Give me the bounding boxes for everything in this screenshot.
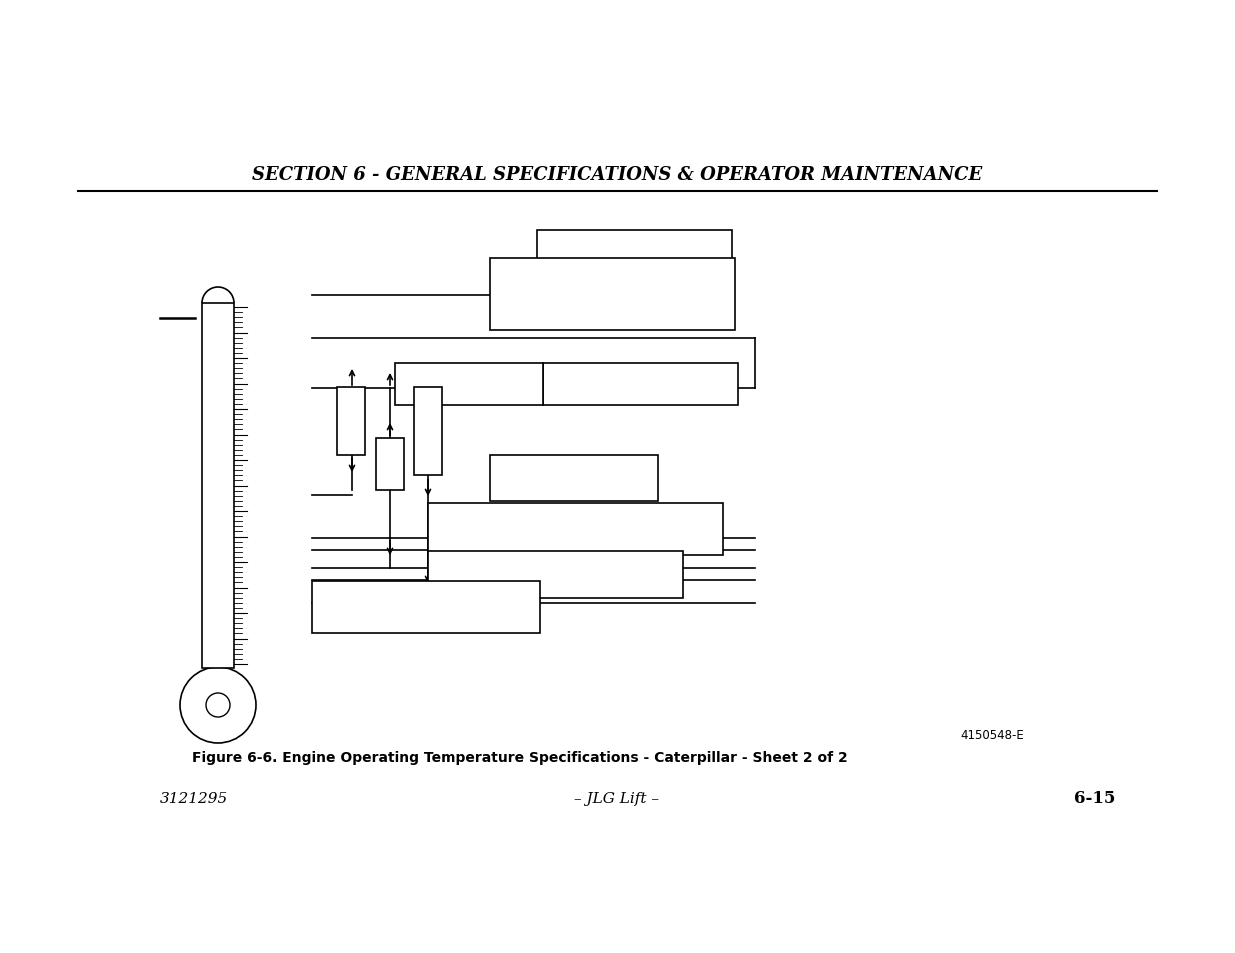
Text: 6-15: 6-15	[1073, 790, 1115, 806]
Bar	[337, 388, 366, 456]
Bar	[414, 388, 442, 476]
Text: 3121295: 3121295	[161, 791, 228, 805]
Bar	[429, 503, 722, 556]
Bar	[537, 231, 732, 283]
Bar	[490, 258, 735, 331]
Bar	[203, 304, 233, 668]
Circle shape	[180, 667, 256, 743]
Bar	[395, 364, 543, 406]
Bar	[543, 364, 739, 406]
Bar	[490, 456, 658, 501]
Text: SECTION 6 - GENERAL SPECIFICATIONS & OPERATOR MAINTENANCE: SECTION 6 - GENERAL SPECIFICATIONS & OPE…	[252, 166, 982, 184]
Text: 4150548-E: 4150548-E	[960, 729, 1024, 741]
Text: Figure 6-6. Engine Operating Temperature Specifications - Caterpillar - Sheet 2 : Figure 6-6. Engine Operating Temperature…	[193, 750, 848, 764]
Bar	[312, 581, 540, 634]
Bar	[429, 552, 683, 598]
Text: – JLG Lift –: – JLG Lift –	[574, 791, 659, 805]
Circle shape	[206, 693, 230, 718]
Bar	[375, 438, 404, 491]
